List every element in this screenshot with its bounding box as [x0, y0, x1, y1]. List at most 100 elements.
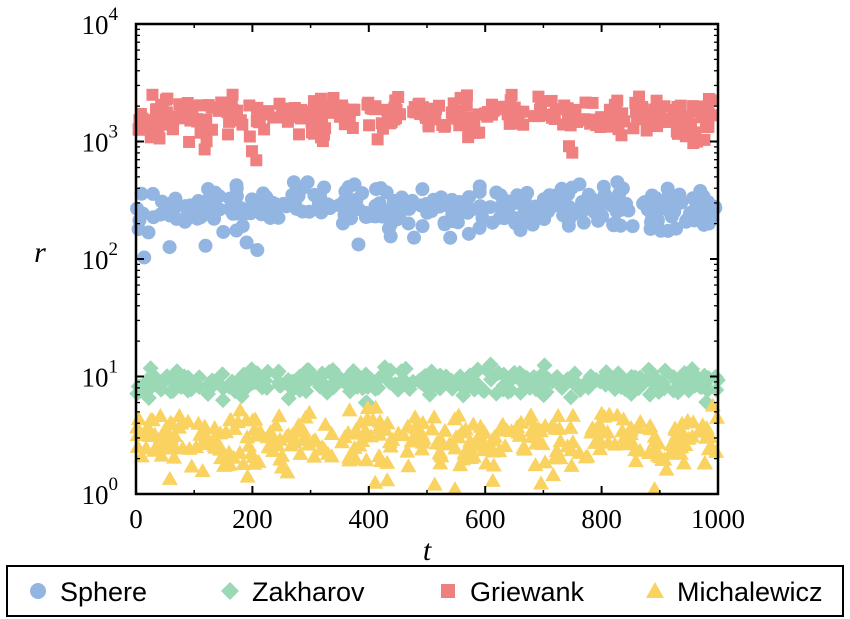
- point-michalewicz: [221, 456, 238, 471]
- point-michalewicz: [432, 455, 449, 470]
- point-griewank: [223, 114, 236, 127]
- point-michalewicz: [486, 428, 503, 443]
- point-griewank: [226, 88, 239, 101]
- point-michalewicz: [478, 455, 495, 470]
- point-griewank: [362, 96, 375, 109]
- point-griewank: [436, 119, 449, 132]
- point-michalewicz: [341, 402, 358, 417]
- x-tick-label: 0: [129, 504, 143, 534]
- point-zakharov: [459, 378, 476, 395]
- x-tick-label: 1000: [691, 504, 745, 534]
- point-michalewicz: [407, 419, 424, 434]
- point-michalewicz: [141, 427, 158, 442]
- point-sphere: [664, 208, 679, 223]
- point-sphere: [383, 213, 398, 228]
- point-griewank: [312, 118, 325, 131]
- point-zakharov: [357, 366, 374, 383]
- point-michalewicz: [627, 441, 644, 456]
- point-sphere: [286, 175, 301, 190]
- y-tick-label: 101: [82, 357, 119, 393]
- point-michalewicz: [658, 461, 675, 476]
- point-michalewicz: [552, 450, 569, 465]
- point-griewank: [564, 119, 577, 132]
- point-michalewicz: [390, 425, 407, 440]
- point-sphere: [343, 211, 358, 226]
- point-michalewicz: [414, 441, 431, 456]
- x-tick-label: 600: [465, 504, 506, 534]
- point-sphere: [660, 193, 675, 208]
- data-marks: [129, 88, 726, 496]
- point-michalewicz: [399, 443, 416, 458]
- point-michalewicz: [675, 455, 692, 470]
- point-michalewicz: [297, 409, 314, 424]
- point-michalewicz: [407, 409, 424, 424]
- point-sphere: [182, 210, 197, 225]
- point-zakharov: [640, 361, 657, 378]
- point-sphere: [572, 177, 587, 192]
- point-michalewicz: [533, 475, 550, 490]
- point-zakharov: [478, 361, 495, 378]
- point-sphere: [683, 206, 698, 221]
- point-michalewicz: [161, 470, 178, 485]
- legend: Sphere Zakharov Griewank Michalewicz: [30, 577, 823, 607]
- point-michalewicz: [559, 438, 576, 453]
- point-sphere: [485, 215, 500, 230]
- point-griewank: [388, 101, 401, 114]
- point-michalewicz: [593, 405, 610, 420]
- point-griewank: [481, 106, 494, 119]
- point-michalewicz: [367, 474, 384, 489]
- point-griewank: [253, 113, 266, 126]
- point-zakharov: [413, 370, 430, 387]
- point-sphere: [162, 240, 177, 255]
- point-griewank: [243, 99, 256, 112]
- point-sphere: [669, 221, 684, 236]
- point-griewank: [144, 131, 157, 144]
- point-zakharov: [534, 378, 551, 395]
- point-zakharov: [632, 369, 649, 386]
- legend-label-zakharov: Zakharov: [252, 577, 365, 607]
- point-zakharov: [469, 377, 486, 394]
- point-zakharov: [280, 390, 297, 407]
- point-michalewicz: [252, 424, 269, 439]
- point-sphere: [351, 237, 366, 252]
- y-tick-label: 102: [82, 239, 119, 275]
- point-sphere: [489, 185, 504, 200]
- point-zakharov: [280, 371, 297, 388]
- legend-marker-griewank: [441, 584, 455, 598]
- point-griewank: [243, 130, 256, 143]
- point-sphere: [591, 203, 606, 218]
- point-zakharov: [521, 380, 538, 397]
- point-zakharov: [215, 380, 232, 397]
- point-griewank: [363, 119, 376, 132]
- point-griewank: [327, 93, 340, 106]
- point-michalewicz: [615, 411, 632, 426]
- series-zakharov: [129, 356, 726, 411]
- point-griewank: [648, 103, 661, 116]
- point-michalewicz: [642, 417, 659, 432]
- point-griewank: [146, 88, 159, 101]
- point-zakharov: [199, 386, 216, 403]
- point-michalewicz: [239, 429, 256, 444]
- point-michalewicz: [446, 481, 463, 496]
- point-michalewicz: [268, 436, 285, 451]
- point-sphere: [645, 210, 660, 225]
- point-michalewicz: [142, 411, 159, 426]
- point-griewank: [198, 143, 211, 156]
- point-sphere: [646, 193, 661, 208]
- point-michalewicz: [198, 436, 215, 451]
- y-tick-label: 104: [82, 4, 119, 40]
- point-michalewicz: [452, 457, 469, 472]
- point-michalewicz: [180, 413, 197, 428]
- point-zakharov: [554, 379, 571, 396]
- point-griewank: [702, 92, 715, 105]
- point-sphere: [424, 203, 439, 218]
- point-griewank: [294, 112, 307, 125]
- point-griewank: [631, 112, 644, 125]
- point-michalewicz: [465, 448, 482, 463]
- point-zakharov: [562, 389, 579, 406]
- point-michalewicz: [271, 408, 288, 423]
- point-griewank: [460, 89, 473, 102]
- point-griewank: [685, 117, 698, 130]
- point-michalewicz: [704, 440, 721, 455]
